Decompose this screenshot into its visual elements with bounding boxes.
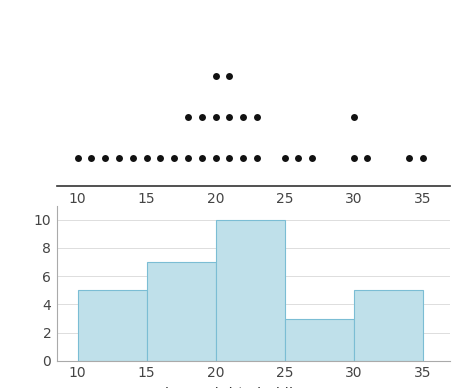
Bar	[216, 220, 285, 361]
Bar	[354, 290, 423, 361]
X-axis label: dog weights in kilograms: dog weights in kilograms	[158, 387, 349, 388]
X-axis label: dog weights in kilograms: dog weights in kilograms	[158, 213, 349, 228]
Bar	[285, 319, 354, 361]
Bar	[78, 290, 146, 361]
Bar	[146, 262, 216, 361]
